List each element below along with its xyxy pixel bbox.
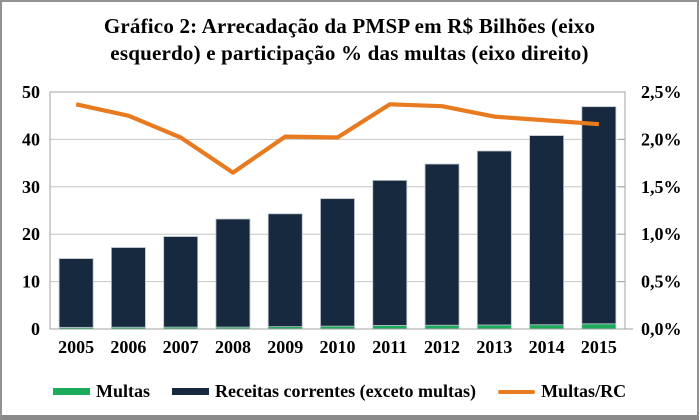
right-axis-tick-label: 0,0% [641, 319, 682, 339]
bar-receitas [111, 247, 146, 328]
right-axis-tick-label: 0,5% [641, 272, 682, 292]
x-axis-label: 2013 [476, 337, 512, 357]
x-axis-label: 2005 [58, 337, 94, 357]
bar-receitas [163, 236, 199, 328]
bar-receitas [529, 135, 564, 326]
right-axis-tick-label: 2,5% [641, 82, 682, 102]
x-axis-label: 2009 [267, 337, 303, 357]
x-axis-label: 2010 [320, 337, 356, 357]
right-axis-tick-label: 1,0% [641, 224, 682, 244]
multas-swatch-icon [53, 388, 90, 395]
bar-receitas [581, 106, 617, 325]
x-axis-label: 2006 [110, 337, 146, 357]
legend-label-receitas: Receitas correntes (exceto multas) [215, 381, 477, 401]
left-axis-tick-label: 40 [22, 129, 40, 149]
receitas-swatch-icon [172, 388, 209, 395]
bar-receitas [58, 258, 94, 328]
bar-receitas [215, 218, 251, 328]
bar-multas [372, 325, 408, 330]
x-axis-label: 2014 [529, 337, 565, 357]
left-axis-tick-label: 0 [31, 319, 40, 339]
multas-rc-line [75, 102, 600, 175]
bar-multas [581, 323, 617, 330]
right-axis-tick-label: 1,5% [641, 177, 682, 197]
bar-multas [476, 324, 512, 330]
bar-receitas [320, 198, 355, 327]
left-axis-tick-label: 20 [22, 224, 40, 244]
left-axis-tick-label: 10 [22, 272, 40, 292]
x-axis-label: 2012 [424, 337, 460, 357]
bar-receitas [476, 150, 512, 326]
x-axis-label: 2011 [372, 337, 407, 357]
bar-multas [424, 324, 460, 330]
x-axis-label: 2015 [581, 337, 617, 357]
bar-receitas [267, 213, 303, 328]
legend-label-multas: Multas [96, 381, 150, 401]
right-axis-tick-label: 2,0% [641, 129, 682, 149]
multas-rc-line-swatch-icon [498, 389, 536, 394]
left-axis-tick-label: 30 [22, 177, 40, 197]
x-axis-label: 2007 [163, 337, 199, 357]
bar-multas [529, 324, 564, 330]
bar-receitas [372, 180, 408, 326]
legend-label-multas-rc: Multas/RC [541, 381, 627, 401]
legend: Multas Receitas correntes (exceto multas… [53, 381, 626, 402]
bar-receitas [424, 163, 460, 326]
chart-title-line1: Gráfico 2: Arrecadação da PMSP em R$ Bil… [103, 14, 596, 38]
left-axis-tick-label: 50 [22, 82, 40, 102]
combo-chart-plot: 2005 2006 2007 2008 2009 2010 2011 2012 2013 2014… [22, 82, 682, 357]
legend-item-receitas: Receitas correntes (exceto multas) [172, 381, 476, 402]
chart-title: Gráfico 2: Arrecadação da PMSP em R$ Bil… [2, 13, 697, 67]
legend-item-multas: Multas [53, 381, 150, 402]
legend-item-multas-rc: Multas/RC [498, 381, 626, 402]
x-axis-label: 2008 [215, 337, 251, 357]
chart-title-line2: esquerdo) e participação % das multas (e… [110, 41, 589, 65]
